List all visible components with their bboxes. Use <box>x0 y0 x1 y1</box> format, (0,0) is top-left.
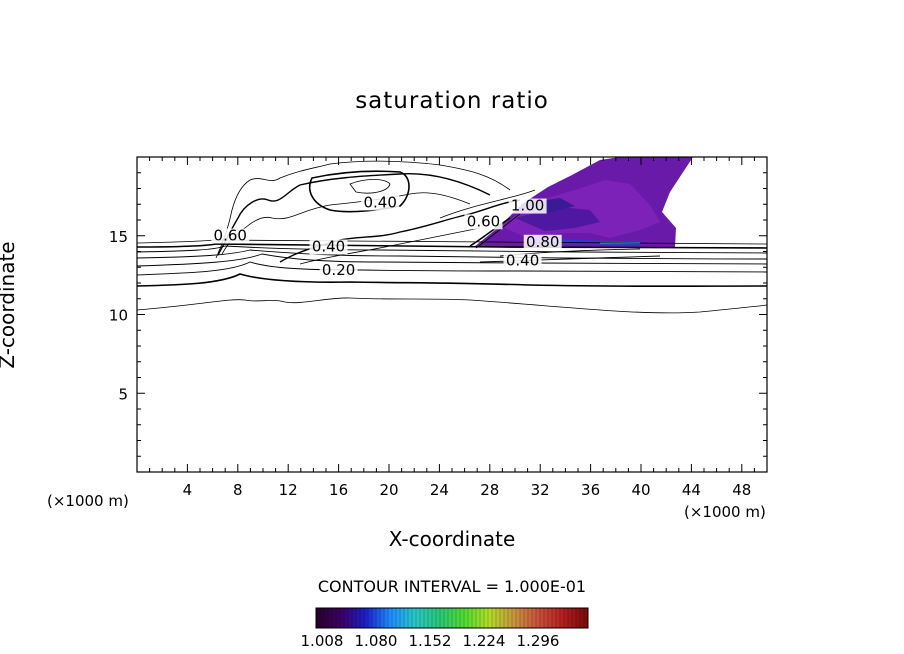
x-tick-label: 4 <box>183 481 193 499</box>
shaded-region <box>474 157 693 247</box>
x-tick-label: 32 <box>531 481 550 499</box>
chart-title: saturation ratio <box>0 88 904 114</box>
y-tick-label: 15 <box>109 228 128 246</box>
x-tick-label: 20 <box>379 481 398 499</box>
contour-label: 0.60 <box>214 226 247 244</box>
x-axis-label: X-coordinate <box>300 527 604 551</box>
x-tick-label: 36 <box>581 481 600 499</box>
colorbar-tick-label: 1.296 <box>517 632 560 650</box>
y-axis-label-text: Z-coordinate <box>0 225 19 385</box>
contour-label: 0.40 <box>312 238 345 256</box>
x-tick-label: 40 <box>631 481 650 499</box>
y-axis: 5 10 15 <box>109 173 767 457</box>
x-tick-label: 24 <box>430 481 449 499</box>
x-unit-label-right: (×1000 m) <box>684 503 766 521</box>
contour-label: 0.60 <box>467 212 500 230</box>
colorbar-tick-label: 1.080 <box>355 632 398 650</box>
contour-label: 1.00 <box>511 197 544 215</box>
x-tick-label: 16 <box>329 481 348 499</box>
plot-frame <box>137 157 767 472</box>
contour-label: 0.40 <box>506 252 539 270</box>
colorbar-tick-label: 1.224 <box>463 632 506 650</box>
contour-interval-text: CONTOUR INTERVAL = 1.000E-01 <box>0 577 904 596</box>
contour-label: 0.20 <box>322 261 355 279</box>
colorbar-ticks: 1.008 1.080 1.152 1.224 1.296 <box>301 632 560 650</box>
x-tick-label: 12 <box>279 481 298 499</box>
x-tick-label: 28 <box>480 481 499 499</box>
x-unit-label-left: (×1000 m) <box>47 492 129 510</box>
x-axis: 4 8 12 16 20 24 28 32 36 40 44 48 <box>150 157 755 499</box>
y-tick-label: 5 <box>118 385 128 403</box>
colorbar-tick-label: 1.152 <box>409 632 452 650</box>
y-tick-label: 10 <box>109 307 128 325</box>
colorbar-tick-label: 1.008 <box>301 632 344 650</box>
colorbar <box>316 608 588 628</box>
x-tick-label: 8 <box>233 481 243 499</box>
contour-label: 0.80 <box>526 233 559 251</box>
x-tick-label: 44 <box>682 481 701 499</box>
x-tick-label: 48 <box>732 481 751 499</box>
contour-label: 0.40 <box>363 193 396 211</box>
